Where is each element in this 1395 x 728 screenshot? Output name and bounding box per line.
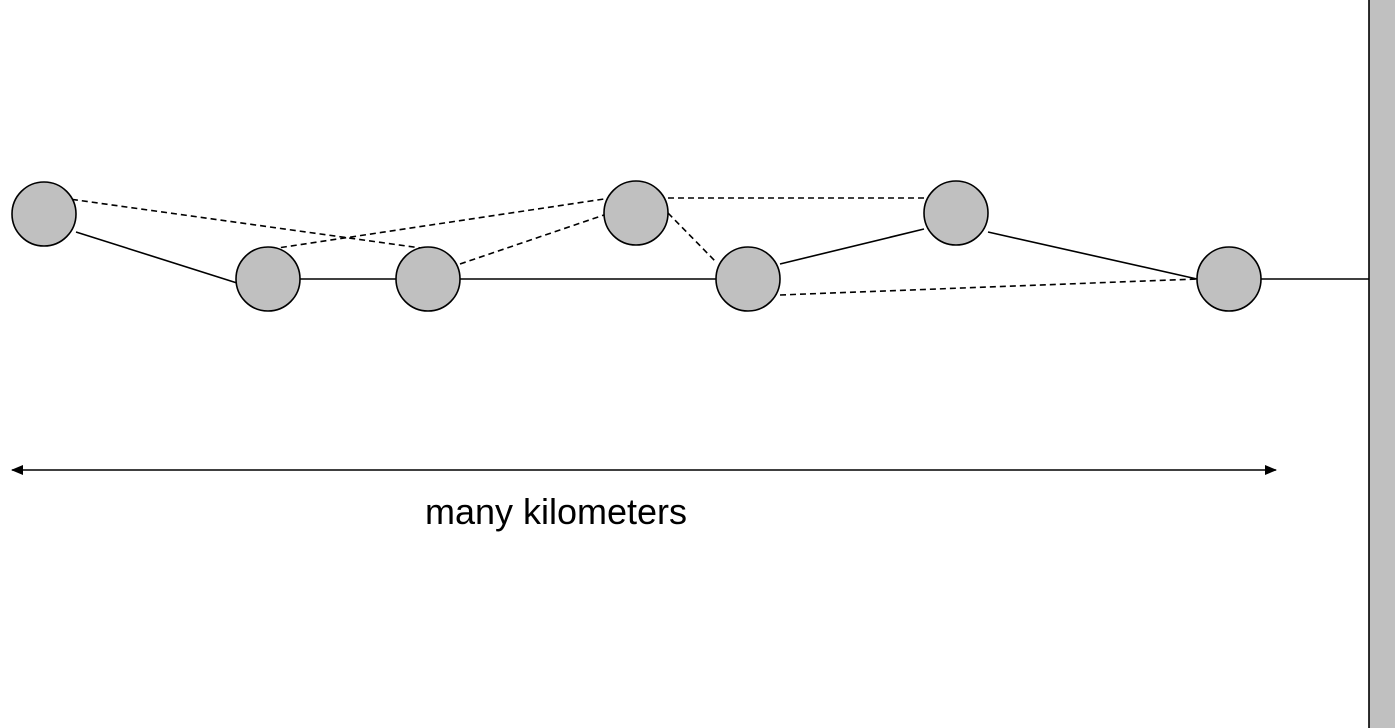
node-n7 [1196, 246, 1262, 312]
link-solid-n6-n7 [987, 231, 1198, 280]
node-n3 [395, 246, 461, 312]
link-solid-n1-n2 [75, 231, 238, 284]
node-n5 [715, 246, 781, 312]
link-dashed-n1-n3 [61, 197, 429, 250]
link-solid-n5-n6 [779, 228, 925, 265]
node-n6 [923, 180, 989, 246]
link-dashed-n5-n7 [779, 278, 1198, 296]
nodes-layer [11, 180, 1262, 312]
link-dashed-n2-n4 [270, 198, 605, 250]
links-layer [61, 197, 1369, 296]
wall-station [1368, 0, 1395, 728]
link-dashed-n3-n4 [459, 214, 605, 265]
node-n4 [603, 180, 669, 246]
link-dashed-n4-n5 [667, 212, 717, 263]
node-n1 [11, 181, 77, 247]
node-n2 [235, 246, 301, 312]
distance-label: many kilometers [425, 491, 687, 532]
